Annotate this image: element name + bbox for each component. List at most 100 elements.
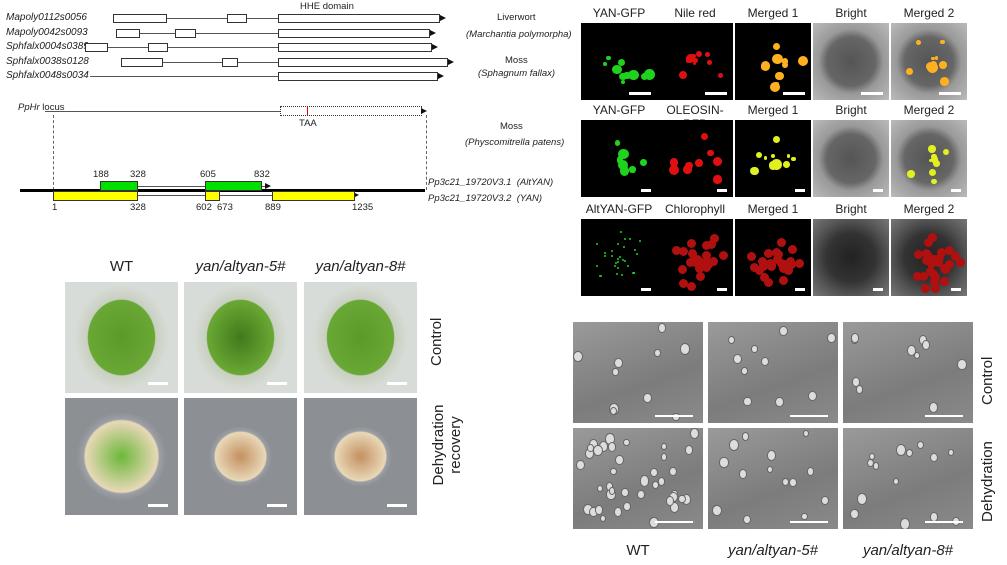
wax-particle [921, 339, 931, 350]
wax-particle [930, 453, 938, 463]
micrograph [657, 120, 733, 197]
signal-spot [611, 255, 614, 258]
signal-spot [616, 257, 619, 260]
signal-spot [915, 40, 921, 46]
sem-image [573, 322, 703, 423]
position-label: 328 [130, 169, 146, 180]
signal-spot [596, 242, 598, 245]
species-group: Liverwort [497, 12, 536, 23]
channel-label: Chlorophyll [664, 202, 726, 216]
signal-spot [679, 247, 689, 257]
wax-particle [621, 488, 629, 497]
channel-label: Merged 1 [747, 6, 799, 20]
arrow-icon [438, 73, 444, 79]
sem-image [843, 322, 973, 423]
signal-spot [701, 257, 711, 267]
sem-image [708, 428, 838, 529]
micrograph [657, 23, 733, 100]
signal-spot [640, 159, 647, 166]
row-label: Control [428, 317, 445, 366]
wax-particle [680, 343, 691, 355]
scale-bar [795, 288, 805, 291]
signal-spot [617, 261, 620, 264]
scale-bar [861, 92, 883, 95]
signal-spot [772, 53, 784, 65]
wax-particle [850, 333, 859, 343]
signal-spot [604, 254, 607, 257]
moss-photo [304, 282, 417, 393]
micrograph [891, 120, 967, 197]
signal-spot [761, 64, 767, 70]
arrow-icon [430, 30, 436, 36]
moss-photo [304, 398, 417, 515]
signal-spot [686, 54, 696, 64]
sem-image [843, 428, 973, 529]
row-label: Dehydration recovery [430, 404, 464, 486]
wax-particle [900, 518, 911, 529]
row-label: Dehydration [979, 441, 996, 522]
signal-spot [932, 160, 940, 168]
signal-spot [717, 73, 723, 79]
signal-spot [749, 262, 759, 272]
signal-spot [931, 56, 935, 61]
wax-particle [826, 332, 837, 344]
channel-label: Merged 2 [903, 202, 955, 216]
wax-particle [660, 453, 668, 461]
signal-spot [944, 259, 954, 269]
scale-bar [641, 189, 651, 192]
signal-spot [707, 239, 717, 249]
signal-spot [914, 249, 924, 259]
wax-particle [684, 444, 694, 456]
wax-particle [913, 352, 921, 360]
signal-spot [677, 264, 687, 274]
signal-spot [929, 61, 937, 69]
signal-spot [701, 241, 711, 251]
scale-bar [873, 288, 883, 291]
moss-photo [65, 282, 178, 393]
wax-particle [600, 514, 607, 522]
signal-spot [606, 55, 611, 61]
signal-spot [945, 246, 955, 256]
signal-spot [620, 79, 626, 84]
signal-spot [905, 67, 914, 76]
wax-particle [802, 430, 810, 438]
genotype-label: yan/altyan-5# [727, 542, 819, 559]
channel-label: Merged 2 [903, 6, 955, 20]
signal-spot [940, 77, 949, 86]
signal-spot [710, 233, 720, 243]
exon-box [175, 29, 196, 38]
wax-particle [893, 477, 900, 485]
signal-spot [682, 165, 692, 174]
signal-spot [632, 271, 635, 274]
micrograph [735, 23, 811, 100]
wax-particle [642, 392, 652, 404]
wax-particle [610, 406, 618, 415]
signal-spot [907, 170, 915, 179]
wax-particle [751, 345, 758, 353]
signal-spot [787, 245, 797, 255]
signal-spot [782, 161, 790, 169]
signal-spot [617, 159, 628, 170]
wax-particle [766, 465, 774, 474]
signal-spot [930, 277, 940, 287]
signal-spot [921, 248, 931, 258]
scale-bar [387, 504, 407, 507]
signal-spot [610, 250, 613, 253]
wax-particle [896, 444, 906, 456]
signal-spot [615, 140, 621, 146]
signal-spot [786, 154, 791, 158]
micrograph [581, 120, 657, 197]
exon-box [278, 43, 432, 52]
wax-particle [906, 344, 917, 356]
signal-spot [939, 61, 947, 70]
signal-spot [956, 257, 966, 267]
wax-particle [729, 439, 740, 451]
signal-spot [686, 239, 696, 249]
exon-box [227, 14, 247, 23]
signal-spot [635, 252, 638, 255]
scale-bar [795, 189, 805, 192]
scale-bar [951, 189, 961, 192]
wax-particle [669, 501, 680, 513]
wax-particle [806, 466, 815, 476]
signal-spot [691, 254, 701, 264]
